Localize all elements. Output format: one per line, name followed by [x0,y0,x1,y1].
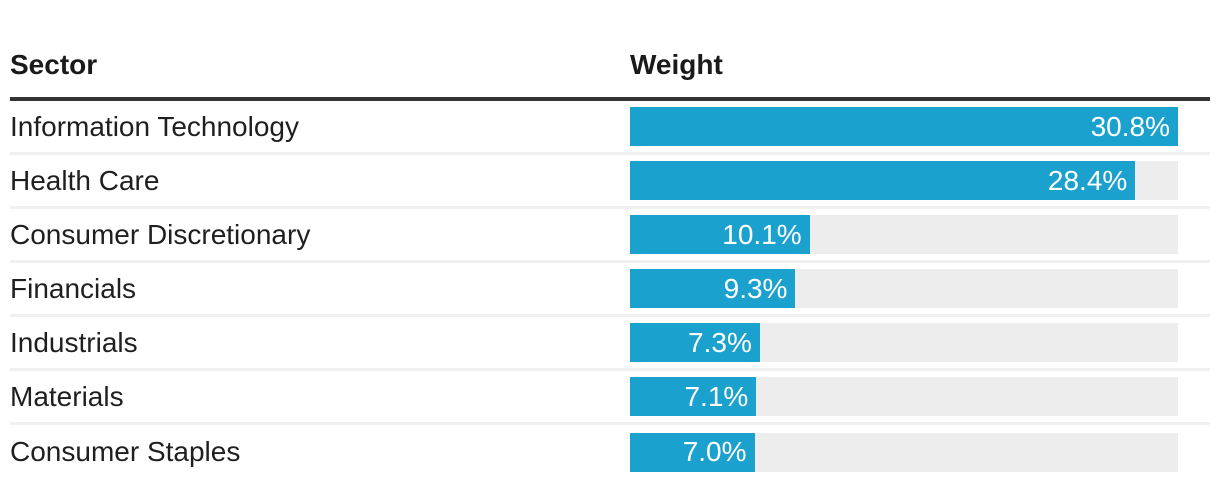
sector-label: Industrials [10,326,138,358]
weight-bar-track: 28.4% [630,161,1178,200]
table-row: Materials 7.1% [10,371,1210,425]
weight-value-label: 7.1% [684,380,749,412]
sector-label: Consumer Discretionary [10,218,311,250]
weight-bar-track: 7.3% [630,323,1178,362]
sector-label: Health Care [10,164,160,196]
weight-value-label: 7.0% [682,436,747,467]
weight-bar: 7.1% [630,377,757,416]
weight-value-label: 9.3% [723,272,788,304]
header-sector: Sector [10,49,98,80]
weight-bar-track: 7.0% [630,432,1178,472]
sector-label: Financials [10,272,137,304]
table-body: Information Technology 30.8% Health Care 28… [10,101,1210,479]
table-row: Consumer Staples 7.0% [10,425,1210,479]
header-weight: Weight [630,49,723,80]
sector-label: Information Technology [10,110,299,142]
weight-bar-track: 30.8% [630,107,1178,146]
sector-label: Consumer Staples [10,436,241,467]
weight-value-label: 10.1% [722,218,802,250]
weight-value-label: 28.4% [1047,164,1128,196]
weight-bar: 28.4% [630,161,1136,200]
weight-bar-track: 9.3% [630,269,1178,308]
weight-bar: 7.3% [630,323,760,362]
sector-label: Materials [10,380,124,412]
table-row: Financials 9.3% [10,263,1210,317]
weight-bar: 7.0% [630,432,755,472]
weight-bar: 10.1% [630,215,810,254]
weight-bar: 9.3% [630,269,796,308]
table-row: Information Technology 30.8% [10,101,1210,155]
weight-value-label: 30.8% [1090,110,1170,142]
table-row: Industrials 7.3% [10,317,1210,371]
weight-bar-track: 10.1% [630,215,1178,254]
table-header-row: Sector Weight [10,0,1210,101]
weight-bar-track: 7.1% [630,377,1178,416]
table-row: Health Care 28.4% [10,155,1210,209]
table-row: Consumer Discretionary 10.1% [10,209,1210,263]
weight-value-label: 7.3% [688,326,752,358]
weight-bar: 30.8% [630,107,1178,146]
